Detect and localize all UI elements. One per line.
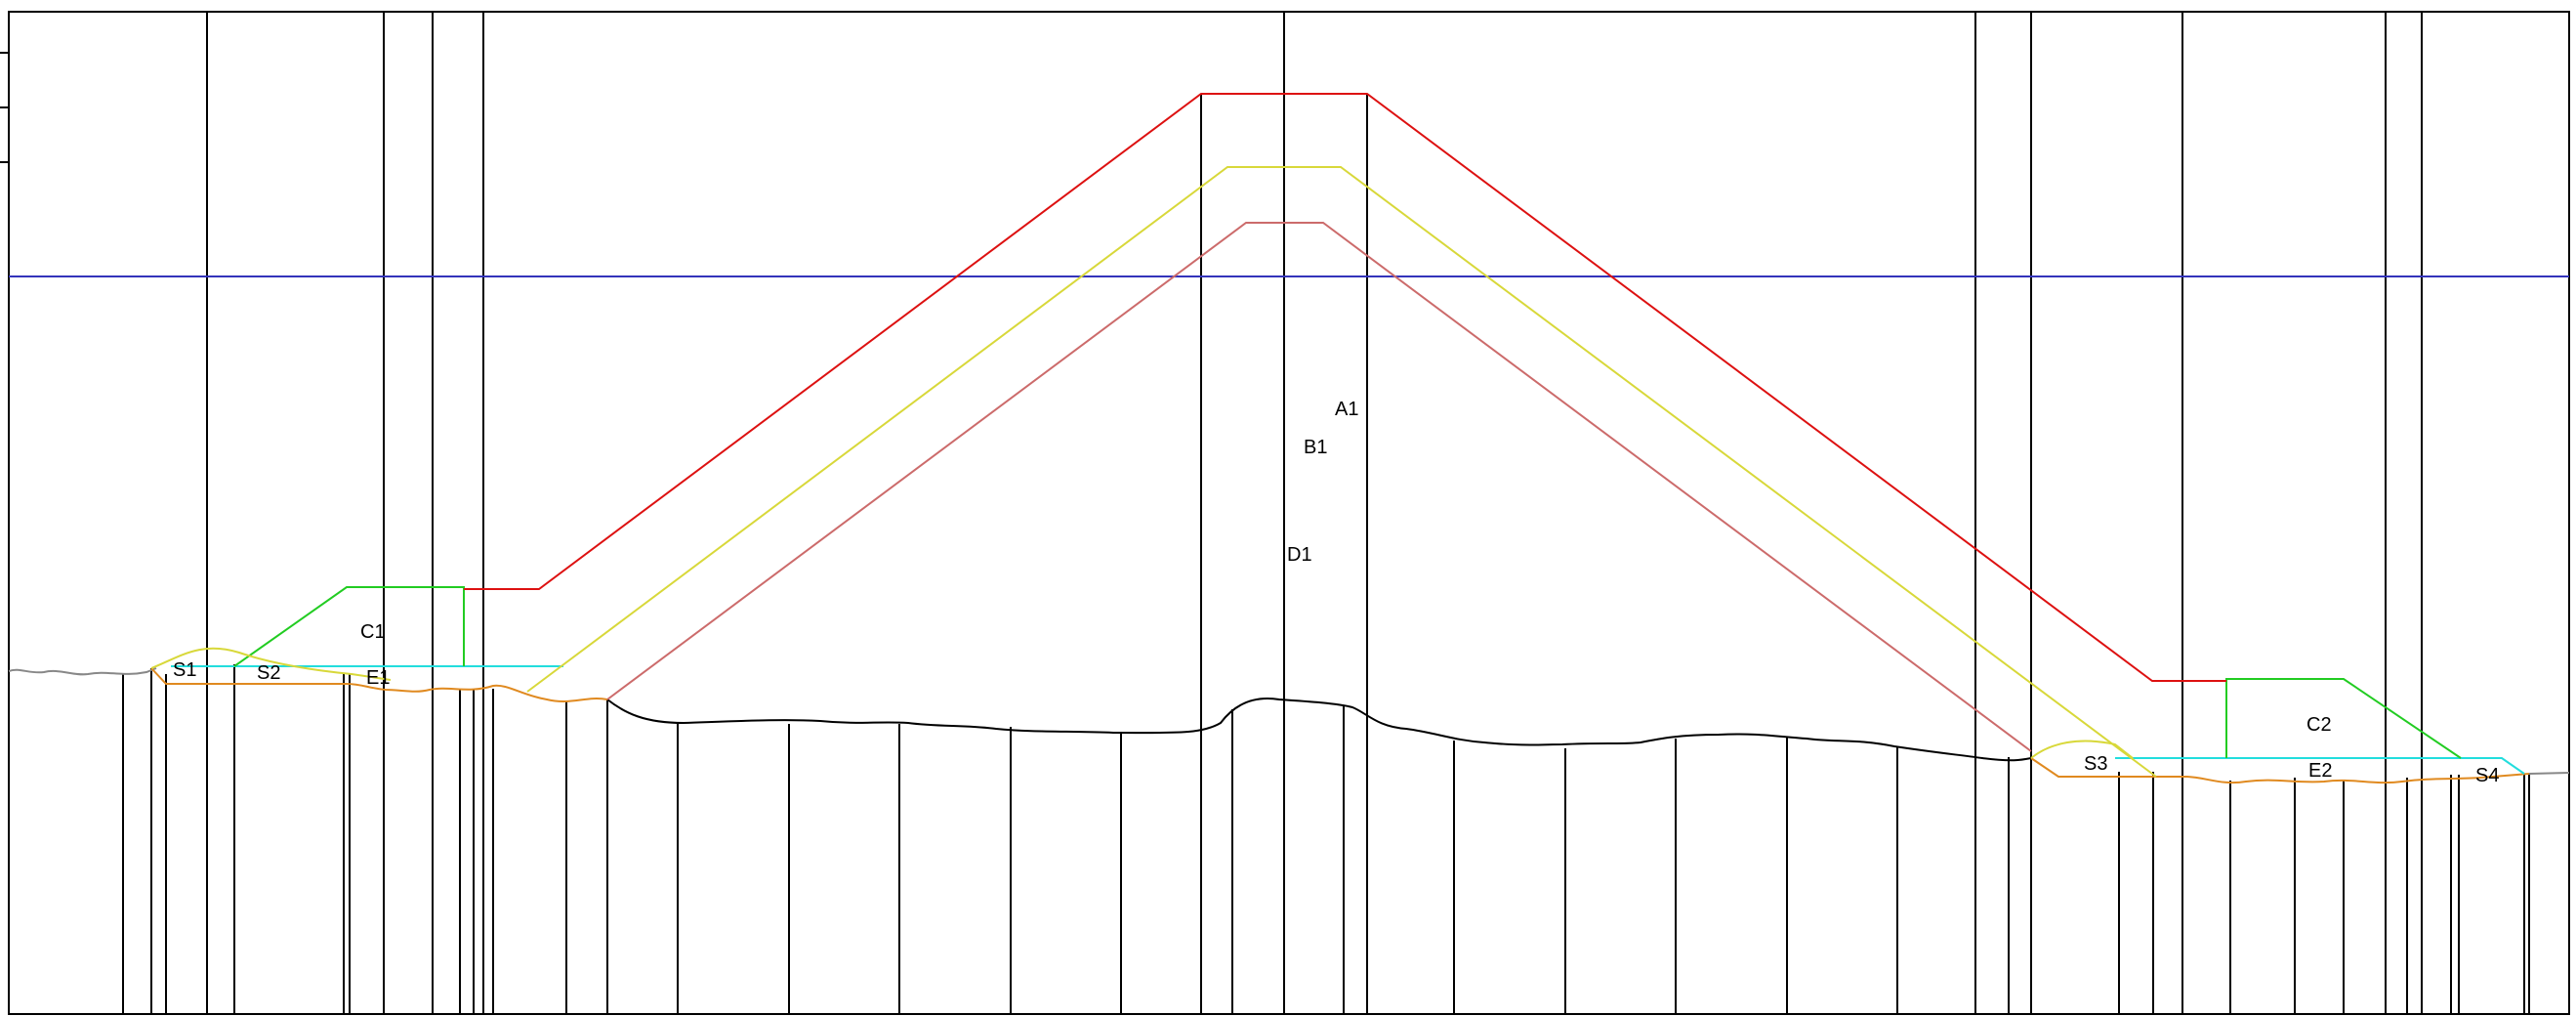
outer-slope-line — [464, 93, 2226, 682]
ground-profile — [606, 698, 2032, 762]
ground-profile-left-edge — [8, 667, 157, 676]
label-S3: S3 — [2084, 753, 2107, 775]
yellow-bump-right — [2030, 740, 2134, 759]
ground-verticals — [122, 664, 2530, 1014]
berm-right — [2225, 678, 2462, 759]
crest-verticals — [1200, 94, 1368, 1014]
excavation-left — [150, 667, 608, 702]
label-A1: A1 — [1335, 399, 1358, 420]
label-E1: E1 — [366, 667, 390, 689]
berm-left — [233, 586, 465, 667]
excavation-right — [2030, 757, 2530, 784]
label-S2: S2 — [257, 662, 280, 684]
cyan-level-lines — [171, 665, 2525, 775]
inner-slope-line — [606, 222, 2032, 752]
label-S4: S4 — [2475, 765, 2499, 786]
label-S1: S1 — [173, 659, 196, 681]
label-B1: B1 — [1304, 437, 1327, 458]
label-E2: E2 — [2308, 760, 2332, 782]
axis-ticks — [0, 52, 9, 163]
label-C1: C1 — [360, 621, 386, 643]
label-D1: D1 — [1287, 544, 1312, 566]
ground-profile-right-edge — [2528, 772, 2570, 775]
middle-slope-line — [526, 166, 2157, 778]
diagram-frame — [8, 11, 2570, 1015]
label-C2: C2 — [2306, 714, 2332, 736]
yellow-bump-left — [150, 647, 392, 681]
vertical-guide-lines — [206, 12, 2423, 1014]
